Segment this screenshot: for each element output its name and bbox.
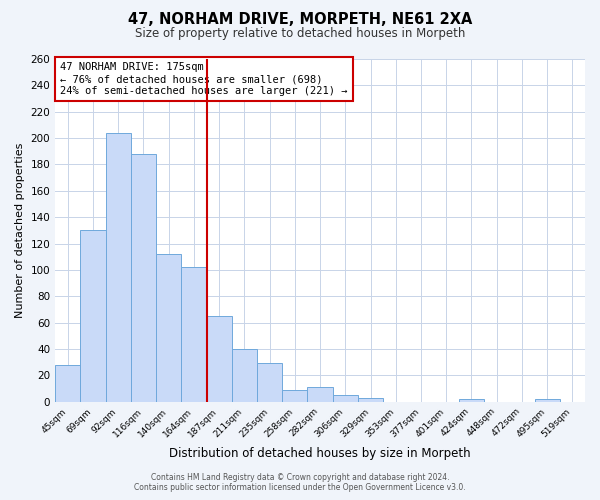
Bar xyxy=(257,364,282,402)
Bar xyxy=(459,399,484,402)
Bar xyxy=(206,316,232,402)
Text: 47, NORHAM DRIVE, MORPETH, NE61 2XA: 47, NORHAM DRIVE, MORPETH, NE61 2XA xyxy=(128,12,472,28)
Bar xyxy=(332,395,358,402)
Text: Contains HM Land Registry data © Crown copyright and database right 2024.
Contai: Contains HM Land Registry data © Crown c… xyxy=(134,473,466,492)
X-axis label: Distribution of detached houses by size in Morpeth: Distribution of detached houses by size … xyxy=(169,447,471,460)
Text: 47 NORHAM DRIVE: 175sqm
← 76% of detached houses are smaller (698)
24% of semi-d: 47 NORHAM DRIVE: 175sqm ← 76% of detache… xyxy=(61,62,348,96)
Bar xyxy=(80,230,106,402)
Bar xyxy=(358,398,383,402)
Text: Size of property relative to detached houses in Morpeth: Size of property relative to detached ho… xyxy=(135,28,465,40)
Bar xyxy=(181,268,206,402)
Bar xyxy=(282,390,307,402)
Bar xyxy=(535,399,560,402)
Bar xyxy=(55,365,80,402)
Bar xyxy=(307,387,332,402)
Bar xyxy=(232,349,257,402)
Y-axis label: Number of detached properties: Number of detached properties xyxy=(15,142,25,318)
Bar xyxy=(131,154,156,402)
Bar xyxy=(156,254,181,402)
Bar xyxy=(106,133,131,402)
